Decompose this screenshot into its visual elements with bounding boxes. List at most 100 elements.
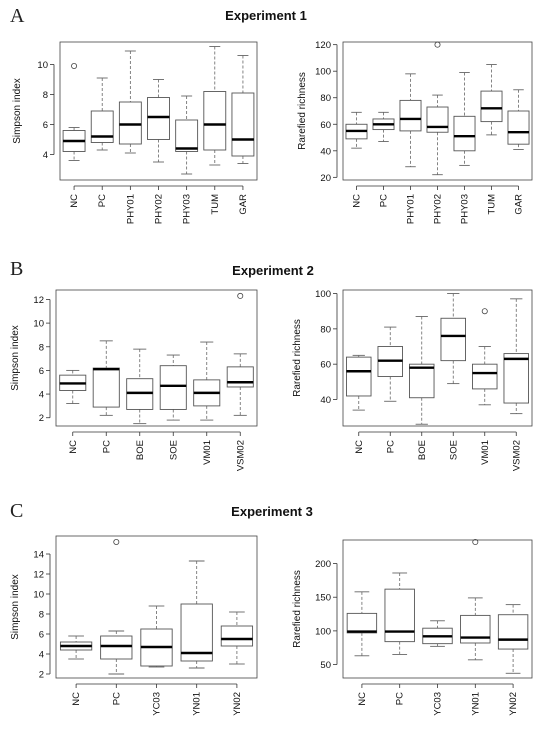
- y-tick-label: 100: [315, 67, 331, 78]
- y-tick-label: 80: [320, 93, 331, 104]
- box-yn02: [497, 604, 529, 674]
- box-pc: [90, 77, 114, 151]
- y-tick-label: 2: [39, 670, 44, 681]
- box-pc: [377, 326, 403, 402]
- outlier-point: [113, 539, 120, 546]
- panel-letter-c: C: [10, 500, 23, 522]
- box-soe: [440, 293, 466, 385]
- outlier-point: [71, 63, 78, 70]
- box-boe: [409, 316, 435, 425]
- x-tick-label: TUM: [210, 194, 221, 215]
- y-tick-label: 150: [315, 593, 331, 604]
- box-phy03: [175, 95, 199, 175]
- box-nc: [59, 369, 87, 404]
- box-nc: [62, 63, 86, 161]
- iqr-box: [100, 635, 133, 660]
- y-tick-label: 50: [320, 660, 331, 671]
- y-tick-label: 2: [39, 413, 44, 424]
- y-tick-label: 40: [320, 395, 331, 406]
- box-tum: [480, 64, 503, 136]
- x-tick-label: YN01: [192, 692, 203, 716]
- y-tick-label: 10: [33, 319, 44, 330]
- y-tick-label: 100: [315, 289, 331, 300]
- x-tick-label: PC: [101, 440, 112, 453]
- x-tick-label: NC: [68, 440, 79, 454]
- x-tick-label: PC: [379, 194, 390, 207]
- box-yn01: [180, 560, 213, 669]
- x-tick-label: NC: [357, 692, 368, 706]
- iqr-box: [180, 603, 213, 662]
- x-tick-label: BOE: [417, 440, 428, 460]
- box-gar: [507, 89, 530, 150]
- box-vsm02: [503, 298, 529, 415]
- outlier-point: [481, 308, 488, 315]
- y-tick-label: 60: [320, 120, 331, 131]
- box-boe: [126, 348, 154, 425]
- iqr-box: [147, 97, 170, 140]
- x-tick-label: SOE: [448, 440, 459, 460]
- box-pc: [372, 111, 395, 142]
- iqr-box: [440, 317, 466, 362]
- y-tick-label: 40: [320, 146, 331, 157]
- x-tick-label: NC: [71, 692, 82, 706]
- y-axis-label: Rarefied richness: [292, 319, 303, 397]
- x-tick-label: YC03: [152, 692, 163, 716]
- x-tick-label: PC: [395, 692, 406, 705]
- box-phy02: [426, 41, 449, 176]
- x-tick-label: VSM02: [511, 440, 522, 471]
- y-axis-label: Simpson index: [10, 574, 21, 640]
- box-yc03: [422, 620, 453, 647]
- y-tick-label: 6: [43, 120, 48, 131]
- y-tick-label: 10: [37, 60, 48, 71]
- iqr-box: [118, 101, 142, 145]
- y-tick-label: 8: [39, 610, 44, 621]
- x-tick-label: PC: [385, 440, 396, 453]
- experiment-title-2: Experiment 2: [232, 263, 314, 278]
- y-tick-label: 100: [315, 626, 331, 637]
- x-tick-label: YN02: [508, 692, 519, 716]
- box-nc: [346, 354, 372, 411]
- x-tick-label: YC03: [433, 692, 444, 716]
- x-tick-label: PHY01: [125, 194, 136, 224]
- iqr-box: [231, 92, 255, 157]
- outlier-point: [472, 539, 479, 546]
- y-axis-label: Simpson index: [10, 325, 21, 391]
- x-tick-label: GAR: [514, 194, 525, 215]
- iqr-box: [460, 614, 491, 644]
- iqr-box: [159, 365, 187, 410]
- box-gar: [231, 55, 255, 164]
- iqr-box: [409, 363, 435, 399]
- y-axis-label: Simpson index: [12, 78, 23, 144]
- x-tick-label: VM01: [480, 440, 491, 465]
- y-tick-label: 20: [320, 173, 331, 184]
- x-tick-label: PHY02: [433, 194, 444, 224]
- box-nc: [346, 591, 378, 657]
- plot-frame: [342, 289, 533, 427]
- box-yc03: [140, 605, 173, 668]
- y-tick-label: 4: [39, 390, 44, 401]
- boxplot-exp2-richness: 40 60 80 100 Rarefied richness NC PC BOE SOE VM01…: [292, 289, 533, 471]
- box-nc: [59, 635, 93, 660]
- iqr-box: [384, 588, 415, 643]
- y-tick-label: 120: [315, 40, 331, 51]
- x-tick-label: PHY03: [182, 194, 193, 224]
- panel-letter-b: B: [10, 258, 23, 280]
- iqr-box: [472, 363, 498, 390]
- iqr-box: [497, 614, 529, 650]
- box-yn01: [460, 539, 491, 661]
- y-tick-label: 12: [33, 570, 44, 581]
- boxplot-exp3-simpson: 2 4 6 8 10 12 14 Simpson index NC PC YC03 YN01 YN02: [10, 535, 258, 716]
- y-tick-label: 6: [39, 630, 44, 641]
- y-tick-label: 60: [320, 360, 331, 371]
- iqr-box: [426, 106, 449, 133]
- y-tick-label: 4: [39, 650, 44, 661]
- box-phy01: [399, 73, 422, 168]
- iqr-box: [453, 115, 476, 152]
- boxplot-exp1-richness: 20 40 60 80 100 120 Rarefied richness NC PC PHY01…: [297, 40, 533, 224]
- iqr-box: [399, 99, 422, 132]
- outlier-point: [434, 41, 441, 48]
- box-vm01: [193, 341, 221, 421]
- iqr-box: [480, 90, 503, 123]
- plot-frame: [55, 535, 258, 679]
- y-tick-label: 8: [43, 90, 48, 101]
